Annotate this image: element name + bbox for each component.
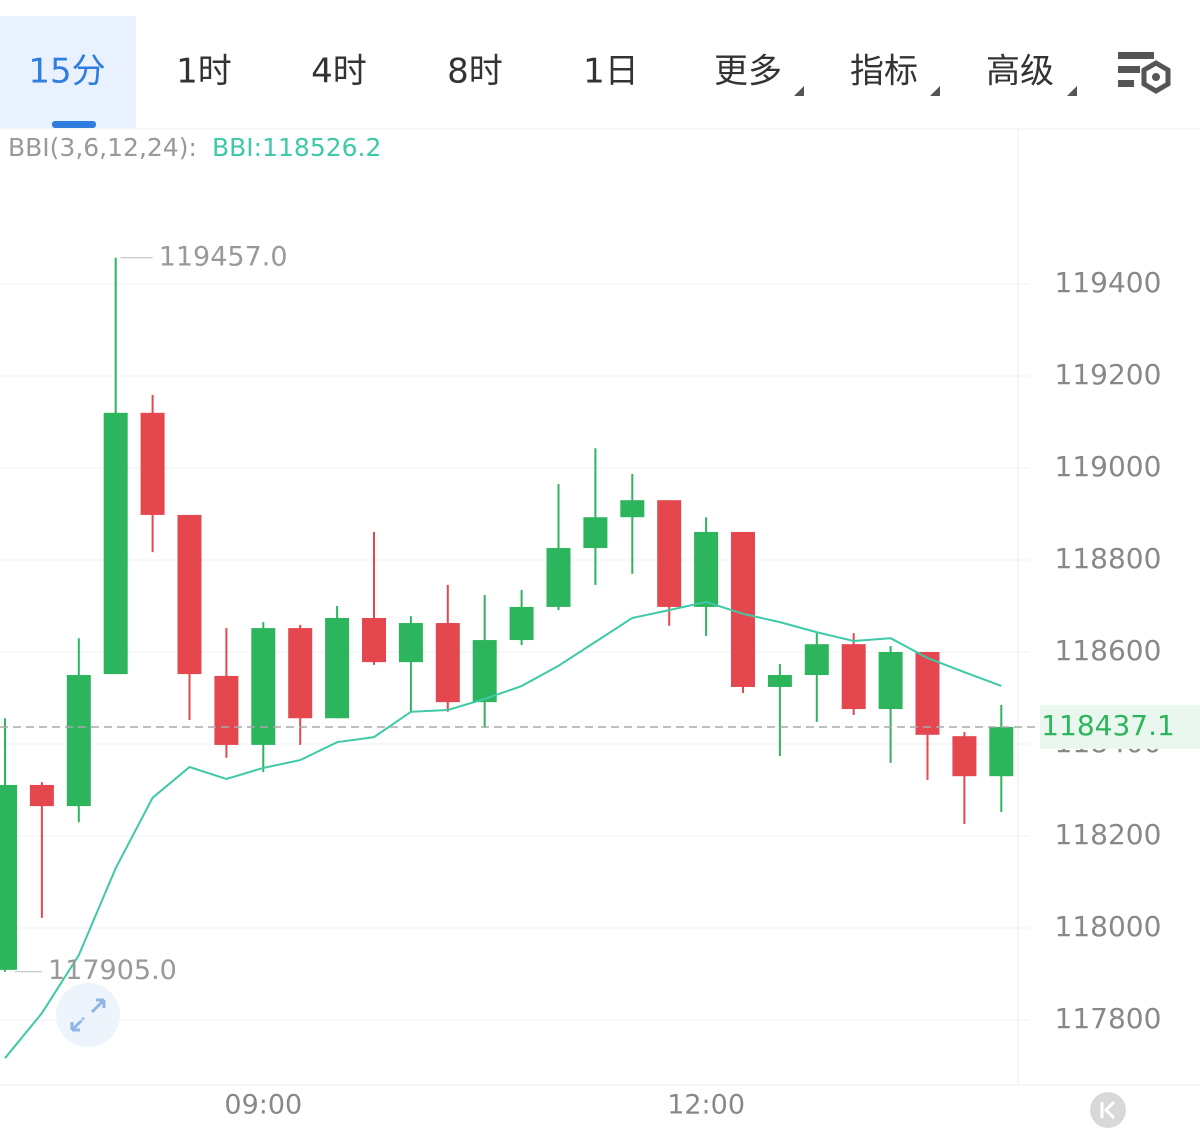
settings-icon[interactable]: [1118, 52, 1171, 94]
candle-body: [140, 412, 165, 515]
candle-body: [362, 617, 386, 663]
candle-body: [952, 736, 977, 777]
dropdown-arrow: [794, 86, 804, 96]
candle-body: [657, 500, 682, 607]
candle-body: [0, 784, 17, 970]
candle-body: [620, 500, 645, 518]
candle-body: [841, 644, 866, 710]
indicator-label: BBI(3,6,12,24):: [8, 133, 197, 162]
last-price-box: [1040, 704, 1200, 749]
candle-body: [546, 548, 571, 607]
reset-icon: [1100, 1100, 1116, 1120]
icon-dot: [1152, 73, 1160, 81]
y-tick-label: 119400: [1055, 266, 1162, 299]
candle-body: [878, 652, 903, 710]
candle-body: [325, 617, 350, 719]
tab[interactable]: 高级: [986, 52, 1054, 92]
tab[interactable]: 更多: [714, 52, 782, 92]
y-tick-label: 118600: [1055, 634, 1162, 667]
tab[interactable]: 指标: [850, 52, 918, 92]
candle-body: [509, 606, 534, 641]
min-label: 117905.0: [48, 955, 177, 986]
indicator-value: BBI:118526.2: [212, 133, 381, 162]
last-price-label: 118437.1: [1041, 709, 1175, 742]
tab[interactable]: 8时: [447, 52, 503, 92]
candle-body: [694, 531, 719, 607]
candle-body: [398, 623, 423, 663]
candle-body: [214, 675, 239, 745]
max-label: 119457.0: [159, 241, 288, 272]
tab-indicator: [52, 121, 96, 128]
tab[interactable]: 1日: [583, 52, 639, 92]
candle-body: [804, 644, 829, 676]
candle-body: [251, 628, 276, 745]
dropdown-arrow: [1067, 86, 1077, 96]
bbi-line: [4, 600, 1002, 1059]
candle-body: [767, 675, 792, 687]
candle-body: [288, 628, 313, 719]
tab[interactable]: 15分: [28, 52, 105, 92]
candle-body: [731, 531, 755, 687]
tab[interactable]: 4时: [311, 52, 367, 92]
candle-body: [103, 412, 128, 675]
y-tick-label: 119000: [1055, 450, 1162, 483]
y-tick-label: 118800: [1055, 542, 1162, 575]
candle-body: [472, 640, 497, 703]
candle-body: [66, 675, 91, 807]
dropdown-arrow: [930, 86, 940, 96]
candle-body: [583, 517, 608, 549]
tab[interactable]: 1时: [176, 52, 232, 92]
icon-bar: [1118, 52, 1154, 59]
zoom-button[interactable]: [56, 983, 120, 1047]
candle-body: [915, 652, 940, 735]
x-tick-label: 09:00: [224, 1090, 302, 1121]
icon-hex: [1141, 60, 1171, 94]
icon-bar: [1118, 66, 1140, 73]
zoom-icon: [70, 998, 106, 1032]
y-tick-label: 117800: [1055, 1002, 1162, 1035]
y-tick-label: 118000: [1055, 910, 1162, 943]
icon-bar: [1118, 80, 1134, 87]
x-tick-label: 12:00: [667, 1090, 745, 1121]
candle-body: [989, 726, 1014, 777]
candle-body: [435, 623, 460, 703]
candle-body: [29, 784, 54, 807]
y-tick-label: 119200: [1055, 358, 1162, 391]
tab-selected-bg: [0, 16, 136, 128]
y-tick-label: 118200: [1055, 818, 1162, 851]
candle-body: [177, 514, 202, 675]
